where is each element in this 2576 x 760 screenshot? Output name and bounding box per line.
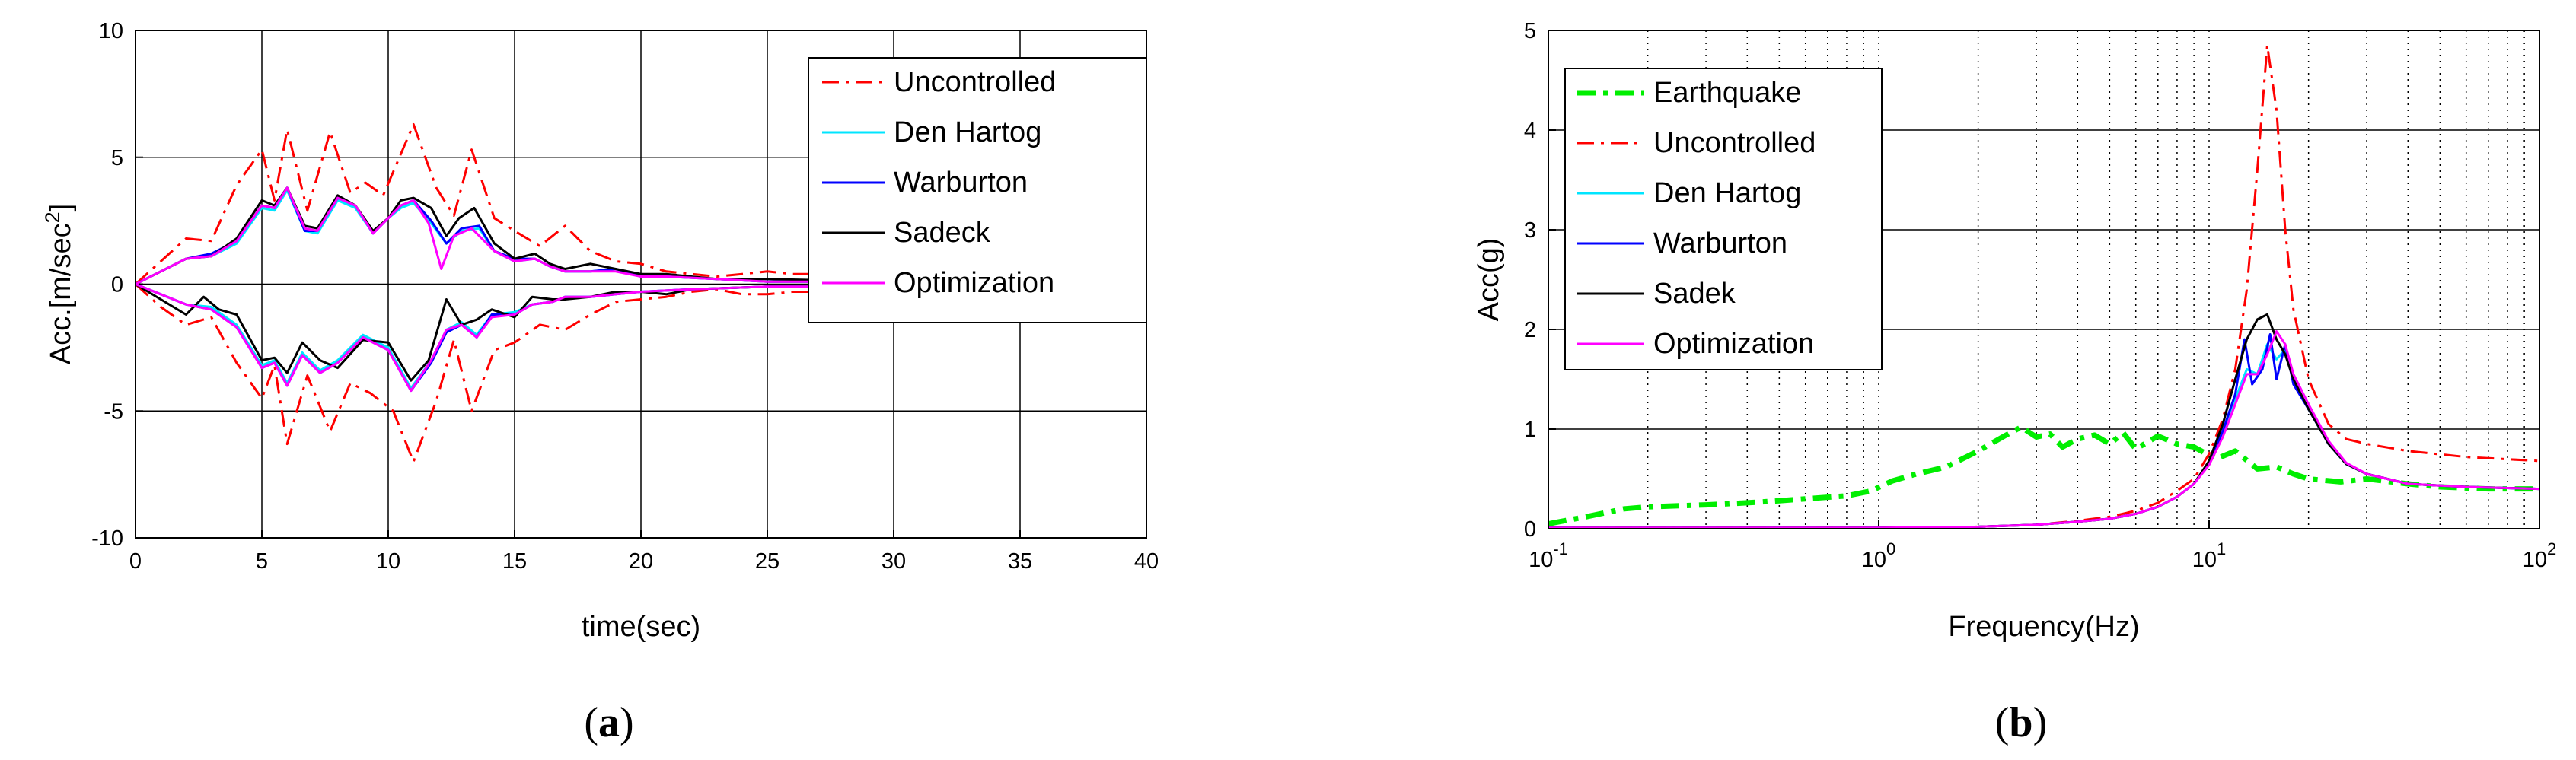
chart-a: 0 5 10 15 20 25 30 35 40 -10 -5 0 5 10 Uncontrolled Den… [41, 19, 1159, 746]
legend-label: Uncontrolled [1653, 127, 1816, 159]
x-tick-label: 10 [376, 549, 400, 574]
y-tick-label: -10 [91, 526, 123, 551]
x-tick-base: 10 [2523, 548, 2547, 572]
x-tick-label: 25 [755, 549, 779, 574]
series-group-b [1548, 44, 2539, 529]
legend-label: Warburton [1653, 227, 1787, 259]
x-axis-label: time(sec) [582, 611, 700, 643]
x-tick-label: 40 [1134, 549, 1159, 574]
series-line-optimization-upper [135, 186, 1121, 285]
x-tick-label: 20 [629, 549, 653, 574]
x-tick-exponent: 2 [2547, 539, 2556, 558]
y-tick-label: 5 [111, 146, 123, 170]
x-tick-exponent: 0 [1886, 539, 1895, 558]
series-line-sadeck-upper [135, 186, 1121, 285]
y-axis-label: Acc(g) [1473, 238, 1505, 322]
x-tick-exponent: 1 [2217, 539, 2226, 558]
x-tick-label: 100 [1862, 539, 1896, 572]
x-tick-label: 102 [2523, 539, 2557, 572]
panel-label-letter: b [2009, 699, 2032, 746]
x-tick-label: 5 [256, 549, 268, 574]
series-line-uncontrolled [1548, 44, 2539, 529]
y-axis-label-exponent: 2 [41, 211, 64, 223]
y-tick-label: -5 [104, 399, 123, 424]
axes-frame-b [1548, 30, 2540, 529]
panel-label-close: ) [2033, 699, 2048, 746]
x-tick-base: 10 [1529, 548, 1553, 572]
series-line-optimization [1548, 330, 2539, 529]
y-axis-label-end: ] [45, 204, 77, 212]
x-axis-label: Frequency(Hz) [1948, 611, 2139, 643]
chart-b: 10-1 100 101 102012345EarthquakeUncontrolle… [1473, 19, 2556, 746]
y-tick-label: 1 [1524, 418, 1536, 442]
legend-label: Earthquake [1653, 77, 1801, 109]
y-tick-label: 4 [1524, 119, 1536, 143]
y-tick-label: 10 [99, 19, 123, 43]
x-tick-exponent: -1 [1553, 539, 1568, 558]
y-tick-label: 5 [1524, 19, 1536, 43]
series-line-earthquake [1548, 424, 2539, 526]
x-tick-base: 10 [2192, 548, 2217, 572]
legend-box-a [808, 57, 1147, 323]
x-tick-label: 15 [502, 549, 527, 574]
x-tick-label: 0 [129, 549, 142, 574]
x-tick-label: 101 [2192, 539, 2227, 572]
panel-label-b: (b) [1995, 699, 2047, 746]
panel-label-a: (a) [584, 699, 633, 746]
panel-label-open: ( [1995, 699, 2010, 746]
panel-label-open: ( [584, 699, 598, 746]
y-tick-label: 0 [111, 273, 123, 297]
series-line-sadeck-lower [135, 283, 1121, 382]
y-tick-label: 0 [1524, 517, 1536, 542]
y-axis-label-main: Acc.[m/sec [45, 223, 77, 364]
legend-label: Sadeck [894, 217, 991, 249]
legend-label: Den Hartog [1653, 177, 1801, 209]
legend-label: Optimization [1653, 328, 1814, 360]
y-axis-label: Acc.[m/sec2] [41, 204, 77, 364]
panel-label-close: ) [620, 699, 634, 746]
x-tick-label: 30 [882, 549, 906, 574]
y-tick-label: 3 [1524, 218, 1536, 243]
legend-label: Sadek [1653, 278, 1736, 310]
x-tick-base: 10 [1862, 548, 1886, 572]
legend-label: Optimization [894, 267, 1054, 299]
legend-label: Den Hartog [894, 116, 1041, 148]
legend-box-b [1564, 68, 1883, 370]
x-tick-label: 35 [1008, 549, 1032, 574]
panel-label-letter: a [598, 699, 620, 746]
y-tick-label: 2 [1524, 318, 1536, 342]
legend-label: Warburton [894, 167, 1028, 199]
legend-label: Uncontrolled [894, 66, 1056, 98]
x-tick-label: 10-1 [1529, 539, 1568, 572]
series-line-optimization-lower [135, 283, 1121, 393]
